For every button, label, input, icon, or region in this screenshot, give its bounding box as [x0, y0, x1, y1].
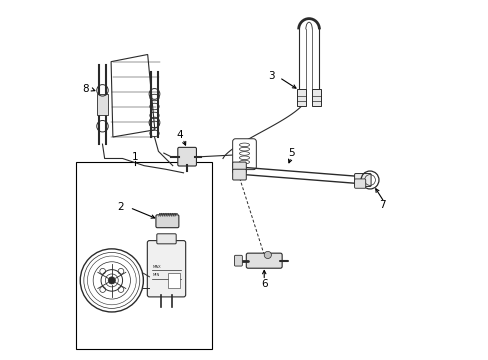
Text: 5: 5: [287, 148, 294, 158]
FancyBboxPatch shape: [232, 169, 246, 180]
Bar: [97, 94, 108, 116]
Bar: [168, 273, 180, 288]
FancyBboxPatch shape: [147, 240, 185, 297]
Bar: [296, 89, 305, 107]
FancyBboxPatch shape: [178, 147, 196, 166]
Circle shape: [108, 277, 115, 284]
Text: MIN: MIN: [153, 274, 160, 278]
Text: 8: 8: [82, 84, 89, 94]
FancyBboxPatch shape: [156, 215, 179, 228]
Text: MAX: MAX: [153, 265, 162, 269]
FancyBboxPatch shape: [234, 255, 242, 266]
FancyBboxPatch shape: [354, 174, 370, 186]
Text: 4: 4: [176, 130, 183, 140]
Text: 7: 7: [379, 200, 385, 210]
FancyBboxPatch shape: [246, 253, 282, 268]
Text: 6: 6: [261, 279, 267, 289]
FancyBboxPatch shape: [232, 139, 256, 170]
Text: 1: 1: [132, 152, 138, 162]
Text: 2: 2: [117, 202, 124, 212]
Bar: [312, 89, 321, 107]
FancyBboxPatch shape: [232, 162, 246, 173]
Bar: [76, 162, 212, 348]
Text: 3: 3: [267, 71, 274, 81]
FancyBboxPatch shape: [354, 179, 365, 188]
FancyBboxPatch shape: [157, 234, 176, 244]
Circle shape: [264, 251, 271, 258]
